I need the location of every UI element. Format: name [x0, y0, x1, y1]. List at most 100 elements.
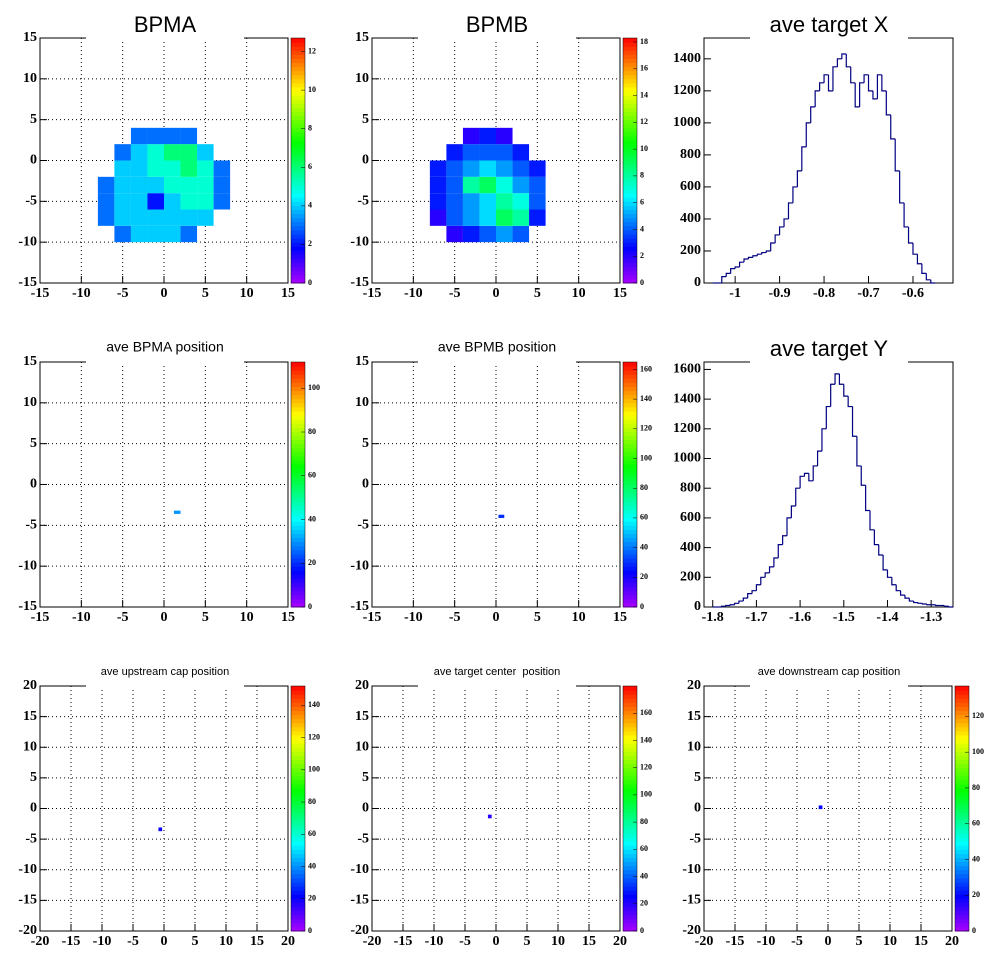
x-tick-label: -10 — [425, 934, 444, 949]
pad: -20 -15 -10 -5 0 5 10 15 20 -20 -15 -10 -5 0 5 10 15 20 0 2… — [350, 656, 652, 949]
color-scale — [291, 598, 305, 604]
color-scale — [291, 455, 305, 461]
color-scale — [291, 156, 305, 161]
x-tick-label: -5 — [449, 610, 461, 625]
z-tick-label: 0 — [308, 926, 312, 935]
color-scale — [291, 119, 305, 125]
z-tick-label: 40 — [640, 871, 648, 880]
color-scale — [291, 602, 305, 608]
z-tick-label: 0 — [640, 278, 644, 287]
z-tick-label: 12 — [308, 46, 316, 55]
y-tick-label: 10 — [355, 395, 369, 410]
histogram-bin — [921, 603, 927, 605]
histogram-bin — [885, 90, 891, 116]
color-scale — [623, 853, 637, 858]
color-scale — [955, 739, 969, 744]
color-scale — [623, 468, 637, 473]
z-tick-label: 100 — [308, 383, 320, 392]
heatmap-cell — [197, 193, 214, 210]
color-scale — [623, 234, 637, 239]
color-scale — [291, 865, 305, 871]
color-scale — [623, 686, 637, 691]
color-scale — [623, 460, 637, 465]
y-tick-label: 5 — [362, 112, 369, 127]
color-scale — [623, 415, 637, 420]
color-scale — [291, 266, 305, 272]
color-scale — [291, 828, 305, 834]
heatmap-cell — [180, 193, 198, 210]
histogram-bin — [790, 505, 796, 518]
heatmap-cell — [512, 209, 530, 226]
x-tick-label: -10 — [93, 934, 112, 949]
color-scale — [291, 229, 305, 235]
color-scale — [623, 394, 637, 400]
z-tick-label: 140 — [308, 700, 320, 709]
z-tick-label: 12 — [640, 117, 648, 126]
color-scale — [623, 136, 637, 141]
color-scale — [291, 763, 305, 769]
histogram-bin — [743, 258, 749, 263]
x-tick-label: -15 — [726, 934, 745, 949]
z-tick-label: 10 — [308, 85, 316, 94]
color-scale — [623, 189, 637, 194]
color-scale — [955, 910, 969, 916]
histogram-bin — [751, 590, 757, 594]
color-scale — [955, 849, 969, 854]
x-tick-label: -1.8 — [702, 610, 724, 625]
color-scale — [623, 865, 637, 871]
color-scale — [291, 582, 305, 588]
color-scale — [291, 439, 305, 445]
color-scale — [291, 62, 305, 68]
y-tick-label: -5 — [25, 518, 37, 533]
color-scale — [623, 164, 637, 170]
color-scale — [623, 820, 637, 826]
color-scale — [623, 792, 637, 797]
color-scale — [291, 82, 305, 88]
histogram-bin — [768, 566, 774, 573]
color-scale — [623, 747, 637, 752]
heatmap-cell — [496, 144, 513, 161]
color-scale — [623, 70, 637, 76]
color-scale — [623, 533, 637, 539]
x-tick-label: 10 — [551, 934, 565, 949]
color-scale — [623, 833, 637, 838]
color-scale — [291, 201, 305, 206]
heatmap-cell — [818, 805, 823, 810]
color-scale — [291, 189, 305, 194]
color-scale — [291, 148, 305, 153]
color-scale — [623, 824, 637, 830]
color-scale — [623, 841, 637, 846]
color-scale — [291, 87, 305, 92]
histogram-bin — [873, 529, 879, 546]
color-scale — [623, 808, 637, 814]
histogram-bin — [774, 234, 780, 243]
color-scale — [623, 525, 637, 530]
x-tick-label: 10 — [240, 286, 254, 301]
color-scale — [955, 788, 969, 793]
color-scale — [291, 70, 305, 76]
z-tick-label: 8 — [308, 123, 312, 132]
color-scale — [623, 46, 637, 51]
heatmap-cell — [446, 176, 463, 194]
chart-title: ave upstream cap position — [101, 666, 229, 678]
color-scale — [623, 890, 637, 895]
color-scale — [955, 845, 969, 850]
y-tick-label: 10 — [687, 739, 701, 754]
histogram-bin — [917, 602, 923, 604]
y-tick-label: 5 — [30, 112, 37, 127]
color-scale — [291, 382, 305, 387]
x-tick-label: -20 — [695, 934, 714, 949]
y-tick-label: 0 — [694, 801, 701, 816]
color-scale — [955, 918, 969, 924]
color-scale — [623, 431, 637, 436]
heatmap-cell — [114, 144, 131, 161]
color-scale — [291, 690, 305, 695]
histogram-bin — [792, 186, 798, 203]
color-scale — [623, 849, 637, 854]
histogram-bin — [904, 595, 910, 599]
color-scale — [291, 857, 305, 863]
color-scale — [623, 562, 637, 567]
color-scale — [623, 217, 637, 223]
chart-title: ave downstream cap position — [758, 666, 900, 678]
z-tick-label: 80 — [308, 797, 316, 806]
